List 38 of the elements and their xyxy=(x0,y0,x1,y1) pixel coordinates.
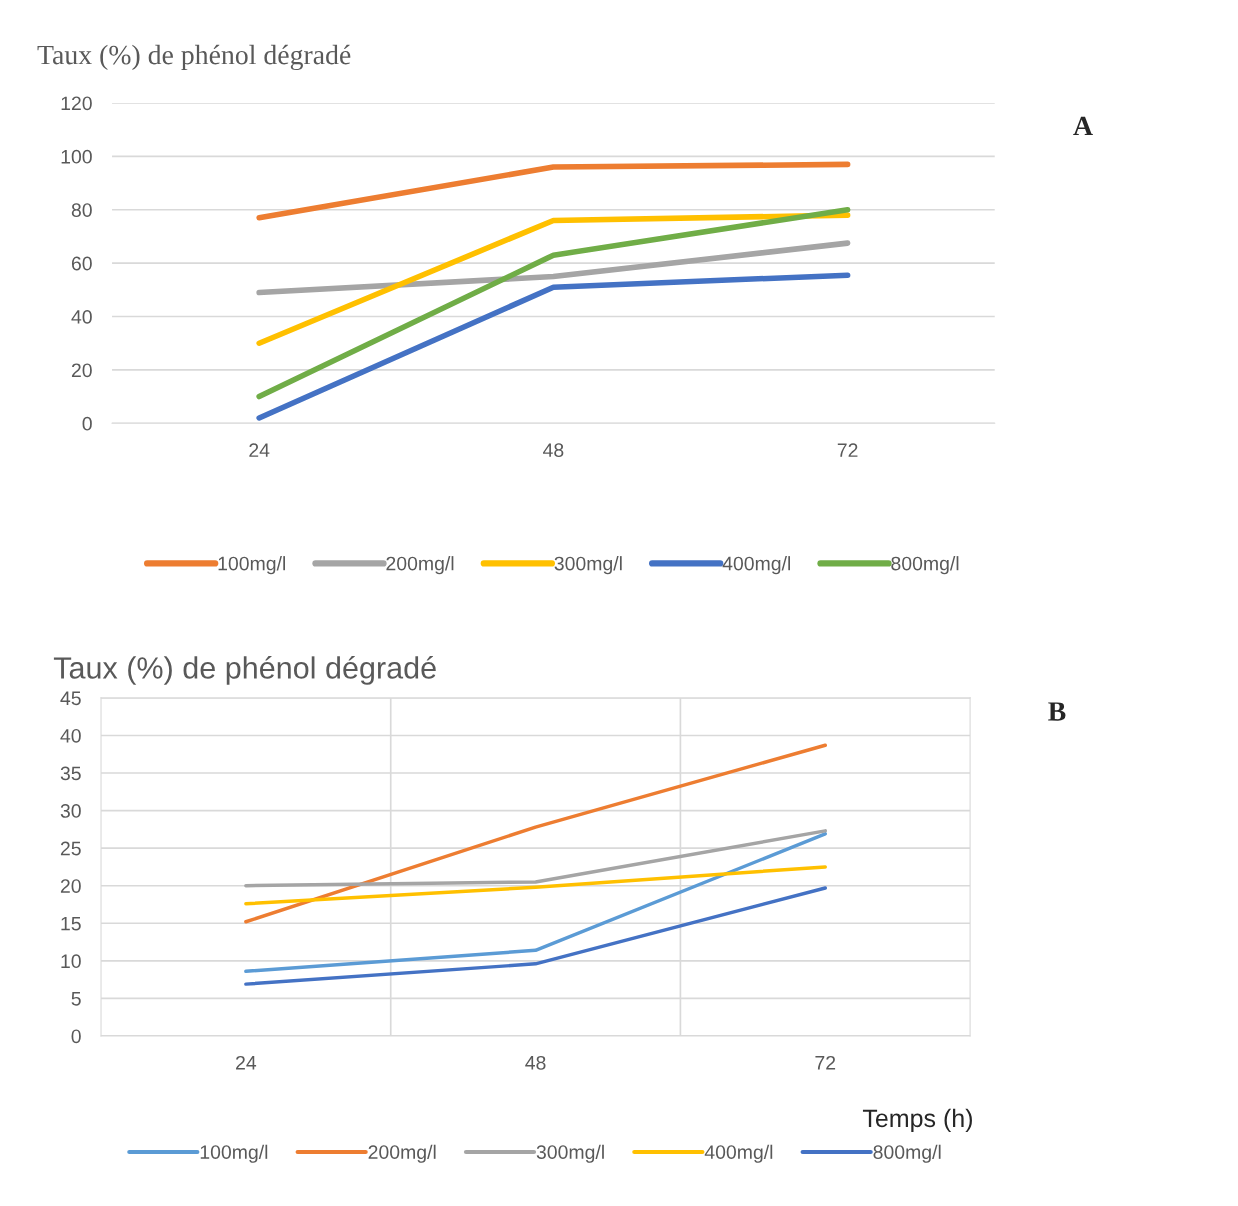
chart-title: Taux (%) de phénol dégradé xyxy=(53,655,436,685)
legend-label: 400mg/l xyxy=(722,556,791,575)
y-tick-label: 120 xyxy=(61,96,92,111)
text: B xyxy=(1048,702,1066,721)
chart-title: Taux (%) de phénol dégradé xyxy=(37,44,351,71)
x-tick-label: 48 xyxy=(543,443,564,458)
x-tick-label: 72 xyxy=(815,1055,836,1070)
legend-label: 800mg/l xyxy=(891,556,959,575)
y-tick-label: 0 xyxy=(82,416,92,431)
x-axis-title: Temps (h) xyxy=(862,1108,972,1133)
y-tick-label: 30 xyxy=(60,804,81,818)
y-tick-label: 40 xyxy=(60,728,81,743)
y-tick-label: 10 xyxy=(61,954,81,969)
x-tick-label: 48 xyxy=(525,1055,546,1070)
legend-label: 100mg/l xyxy=(200,1144,268,1163)
y-tick-label: 20 xyxy=(60,879,81,893)
y-tick-label: 60 xyxy=(71,256,92,271)
y-tick-label: 80 xyxy=(71,203,92,217)
y-tick-label: 45 xyxy=(60,691,81,706)
y-tick-label: 25 xyxy=(60,841,81,856)
text: A xyxy=(1073,116,1093,136)
legend-label: 200mg/l xyxy=(386,556,454,575)
x-tick-label: 72 xyxy=(837,443,858,457)
legend-label: 100mg/l xyxy=(218,556,285,575)
legend-label: 300mg/l xyxy=(554,556,622,575)
y-tick-label: 20 xyxy=(71,363,92,378)
legend-label: 400mg/l xyxy=(704,1144,773,1163)
y-tick-label: 35 xyxy=(60,766,81,781)
y-tick-label: 5 xyxy=(71,992,81,1006)
x-tick-label: 24 xyxy=(249,443,270,457)
y-tick-label: 40 xyxy=(71,310,92,324)
x-tick-label: 24 xyxy=(236,1055,257,1070)
legend-label: 800mg/l xyxy=(873,1144,941,1163)
legend-label: 300mg/l xyxy=(536,1144,604,1163)
y-tick-label: 0 xyxy=(71,1029,81,1044)
y-tick-label: 15 xyxy=(61,916,81,931)
y-tick-label: 100 xyxy=(61,149,92,164)
legend-label: 200mg/l xyxy=(368,1144,436,1163)
